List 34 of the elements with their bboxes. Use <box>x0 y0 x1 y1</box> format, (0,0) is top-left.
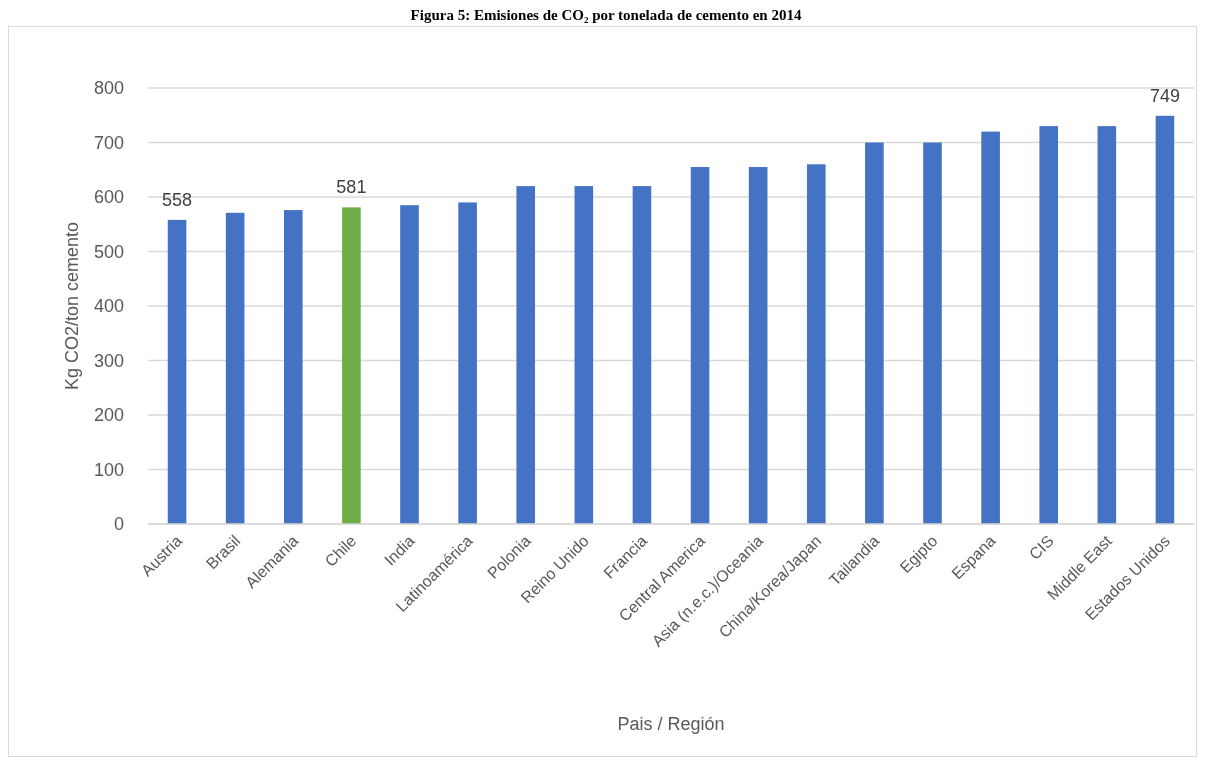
bar <box>342 207 361 524</box>
bar <box>225 212 245 524</box>
bar <box>516 186 536 524</box>
bar <box>458 202 477 524</box>
bar <box>574 186 594 524</box>
x-axis-title: Pais / Región <box>617 714 725 734</box>
chart-title: Figura 5: Emisiones de CO₂ por tonelada de cemento en 2014 <box>410 7 802 23</box>
bar <box>632 186 652 524</box>
bar <box>806 164 826 524</box>
bar <box>400 205 419 524</box>
bar <box>1155 115 1175 524</box>
y-tick-label: 800 <box>93 78 124 99</box>
bar <box>981 131 1000 524</box>
x-tick-label: CIS <box>1025 532 1057 563</box>
y-tick-label: 500 <box>93 241 124 262</box>
y-tick-label: 400 <box>93 296 124 317</box>
y-tick-label: 300 <box>93 350 124 371</box>
y-tick-label: 0 <box>113 514 124 535</box>
y-tick-label: 200 <box>93 405 124 426</box>
bar <box>283 210 303 524</box>
data-label: 581 <box>336 177 367 198</box>
y-tick-label: 600 <box>93 187 124 208</box>
y-axis-title: Kg CO2/ton cemento <box>62 221 82 391</box>
bar <box>1039 126 1059 524</box>
data-label: 558 <box>162 189 193 210</box>
bar <box>690 167 710 524</box>
y-tick-label: 100 <box>93 459 124 480</box>
bar <box>167 219 187 524</box>
data-label: 749 <box>1149 85 1180 106</box>
bar <box>923 142 942 524</box>
bar <box>748 167 768 524</box>
y-tick-label: 700 <box>93 132 124 153</box>
bar <box>1097 126 1117 524</box>
bar <box>865 142 884 524</box>
